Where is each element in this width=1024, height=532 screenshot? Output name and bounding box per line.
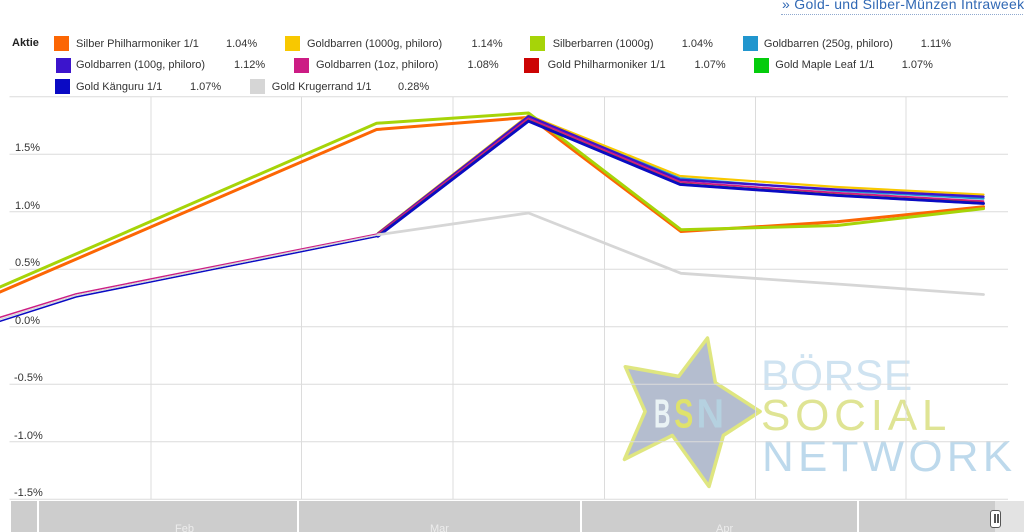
svg-text:S: S	[674, 391, 693, 437]
svg-text:B: B	[654, 391, 671, 437]
svg-text:SOCIAL: SOCIAL	[761, 391, 951, 440]
svg-text:N: N	[697, 391, 725, 437]
svg-text:NETWORK: NETWORK	[762, 432, 1016, 481]
svg-text:BÖRSE: BÖRSE	[761, 353, 913, 400]
